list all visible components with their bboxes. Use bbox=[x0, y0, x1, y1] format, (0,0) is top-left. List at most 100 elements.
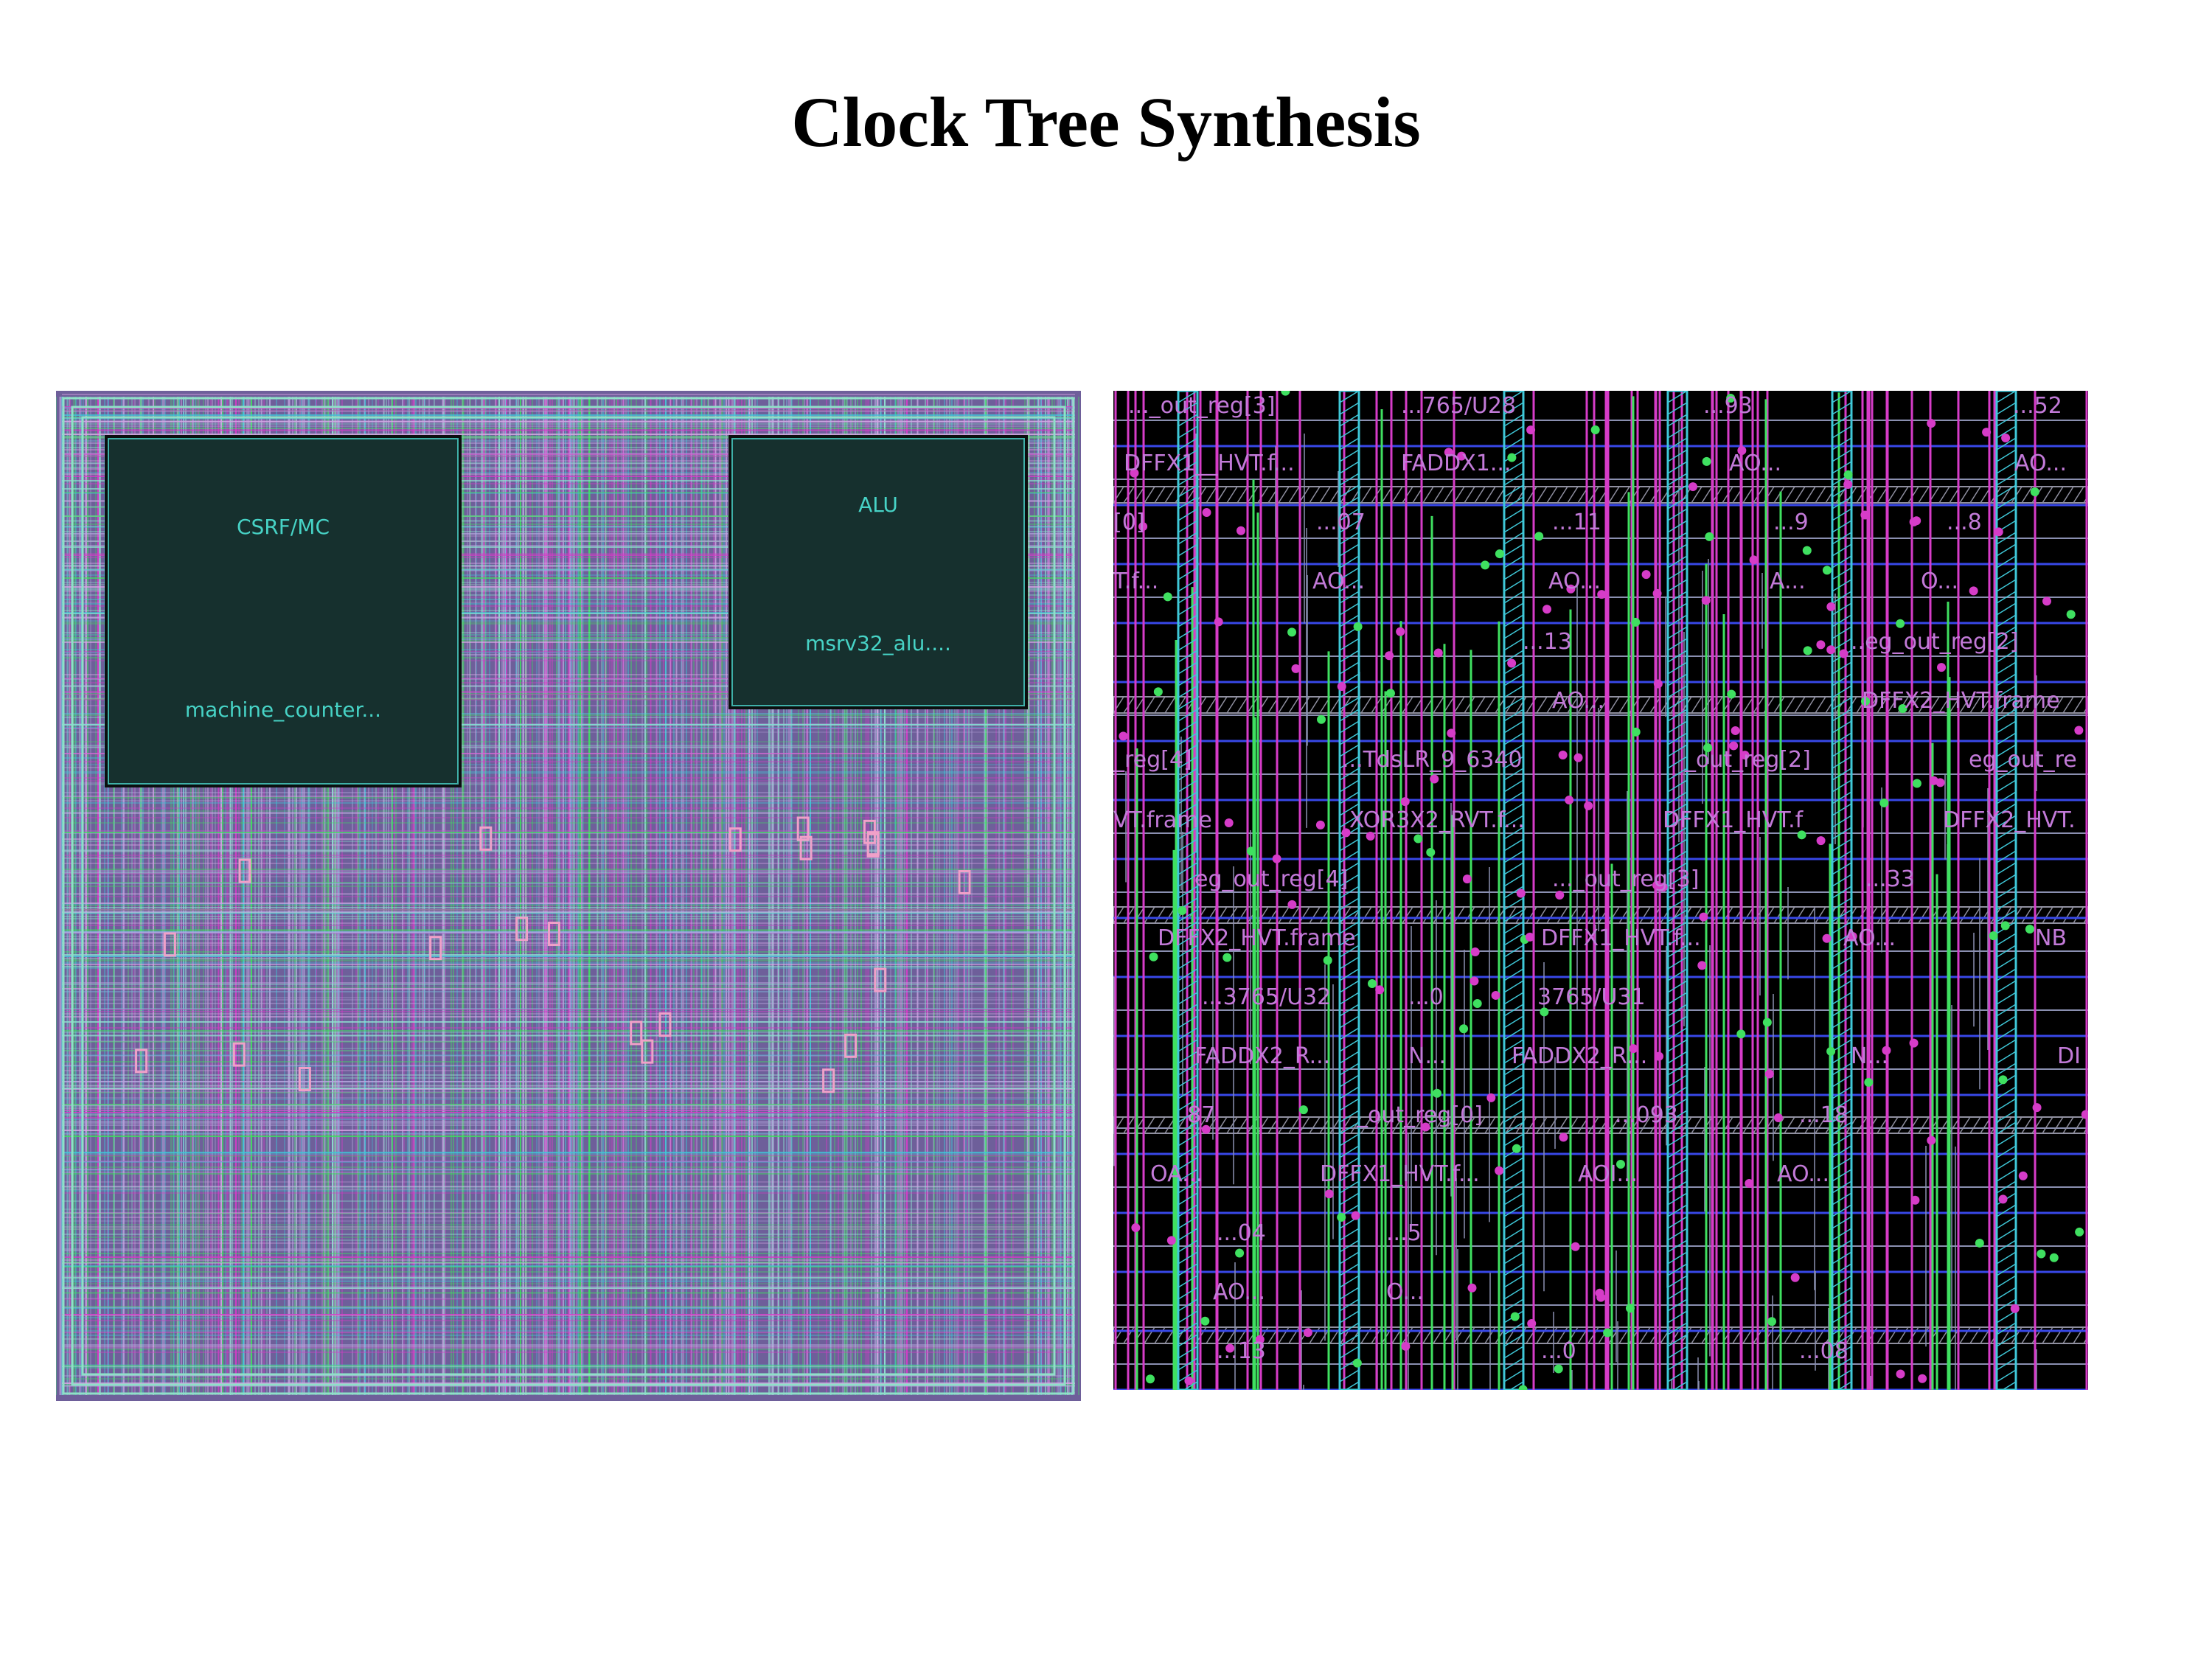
power-strap-hatch bbox=[1832, 1110, 1852, 1123]
cell-instance-label: ...0 bbox=[1408, 984, 1444, 1010]
power-rail-hatch bbox=[1784, 906, 1795, 924]
via bbox=[1315, 820, 1325, 830]
power-strap-hatch bbox=[1996, 697, 2017, 710]
power-rail-hatch bbox=[1360, 906, 1372, 924]
via bbox=[1727, 689, 1736, 699]
via bbox=[1518, 1385, 1528, 1390]
via bbox=[1879, 798, 1889, 807]
cell-instance-label: ...3765/U32 bbox=[1202, 984, 1332, 1010]
power-strap-hatch bbox=[1832, 815, 1852, 828]
power-rail-hatch bbox=[1340, 486, 1352, 504]
via bbox=[1927, 1135, 1936, 1145]
power-strap-hatch bbox=[1832, 909, 1852, 922]
power-strap-hatch bbox=[1996, 614, 2017, 627]
power-strap-hatch bbox=[1178, 567, 1198, 580]
power-strap-hatch bbox=[1667, 1004, 1688, 1017]
power-strap-hatch bbox=[1832, 720, 1852, 734]
power-strap-hatch bbox=[1996, 1275, 2017, 1288]
power-rail bbox=[1113, 1326, 2088, 1344]
power-strap-hatch bbox=[1178, 850, 1198, 863]
power-strap-hatch bbox=[1339, 1004, 1360, 1017]
power-strap-hatch bbox=[1339, 732, 1360, 745]
power-strap-hatch bbox=[1667, 638, 1688, 651]
power-rail-hatch bbox=[1897, 1116, 1909, 1134]
via bbox=[1860, 510, 1870, 520]
power-strap-hatch bbox=[1503, 1251, 1524, 1265]
clock-buffer-cell bbox=[799, 835, 813, 860]
power-ring bbox=[71, 406, 1066, 1386]
power-strap-hatch bbox=[1339, 850, 1360, 863]
power-strap-hatch bbox=[1832, 1180, 1852, 1194]
power-rail-hatch bbox=[1443, 486, 1455, 504]
via bbox=[1929, 776, 1938, 785]
power-strap-hatch bbox=[1178, 520, 1198, 533]
power-rail-hatch bbox=[1154, 696, 1166, 714]
power-strap-hatch bbox=[1667, 720, 1688, 734]
power-strap-hatch bbox=[1503, 1287, 1524, 1300]
power-strap-hatch bbox=[1832, 744, 1852, 757]
power-rail-hatch bbox=[1907, 486, 1919, 504]
power-strap-hatch bbox=[1996, 992, 2017, 1005]
power-strap-hatch bbox=[1996, 1086, 2017, 1099]
power-strap-hatch bbox=[1832, 1169, 1852, 1182]
via bbox=[1762, 1018, 1772, 1027]
power-strap-hatch bbox=[1339, 862, 1360, 875]
power-strap-hatch bbox=[1667, 992, 1688, 1005]
power-rail-hatch bbox=[2073, 696, 2084, 714]
via bbox=[1200, 1316, 1210, 1326]
power-strap-hatch bbox=[1996, 391, 2017, 403]
via bbox=[1998, 1075, 2008, 1085]
power-strap-hatch bbox=[1503, 992, 1524, 1005]
via bbox=[1444, 448, 1453, 457]
power-strap-hatch bbox=[1339, 1251, 1360, 1265]
power-strap-hatch bbox=[1339, 838, 1360, 852]
power-strap-hatch bbox=[1339, 520, 1360, 533]
power-strap-hatch bbox=[1667, 909, 1688, 922]
alu-macro-block: ALU msrv32_alu.... bbox=[728, 435, 1028, 709]
power-strap-hatch bbox=[1667, 886, 1688, 899]
via bbox=[1153, 687, 1163, 697]
power-strap-hatch bbox=[1339, 484, 1360, 498]
power-strap-hatch bbox=[1503, 1121, 1524, 1135]
power-rail-hatch bbox=[1164, 696, 1176, 714]
power-strap-hatch bbox=[1996, 638, 2017, 651]
power-rail-hatch bbox=[1464, 696, 1475, 714]
via bbox=[1323, 956, 1332, 965]
power-strap-hatch bbox=[1996, 602, 2017, 616]
via bbox=[1470, 947, 1480, 957]
power-rail-hatch bbox=[1536, 1116, 1548, 1134]
power-rail-hatch bbox=[1464, 486, 1475, 504]
power-strap-hatch bbox=[1339, 579, 1360, 592]
power-strap-hatch bbox=[1503, 579, 1524, 592]
power-strap-hatch bbox=[1996, 579, 2017, 592]
power-strap-hatch bbox=[1667, 402, 1688, 415]
power-rail-hatch bbox=[1433, 486, 1444, 504]
power-strap-hatch bbox=[1178, 709, 1198, 722]
power-strap-hatch bbox=[1178, 461, 1198, 474]
power-rail-hatch bbox=[1144, 696, 1155, 714]
cell-instance-label: AO... bbox=[1777, 1161, 1830, 1187]
power-rail-hatch bbox=[1918, 486, 1930, 504]
power-strap-hatch bbox=[1996, 850, 2017, 863]
power-strap-hatch bbox=[1672, 1381, 1688, 1390]
via bbox=[1749, 555, 1759, 565]
via bbox=[1400, 797, 1410, 807]
cell-instance-label: ...9 bbox=[1773, 509, 1809, 535]
power-strap-hatch bbox=[1667, 1216, 1688, 1229]
power-strap-hatch bbox=[1178, 414, 1198, 427]
via bbox=[1540, 1007, 1549, 1017]
power-rail-hatch bbox=[1546, 486, 1558, 504]
power-rail-hatch bbox=[1257, 1116, 1269, 1134]
power-strap-hatch bbox=[1996, 1004, 2017, 1017]
power-rail-hatch bbox=[2042, 1116, 2053, 1134]
via bbox=[1272, 854, 1281, 863]
power-strap-hatch bbox=[1178, 579, 1198, 592]
power-rail-hatch bbox=[2031, 906, 2043, 924]
power-rail-hatch bbox=[1309, 906, 1321, 924]
power-strap-hatch bbox=[1503, 1216, 1524, 1229]
power-rail-hatch bbox=[1815, 1116, 1826, 1134]
power-strap-hatch bbox=[1667, 1251, 1688, 1265]
power-rail-hatch bbox=[1608, 906, 1620, 924]
power-strap-hatch bbox=[1178, 1169, 1198, 1182]
csrf-macro-block: CSRF/MC machine_counter... bbox=[105, 435, 462, 787]
